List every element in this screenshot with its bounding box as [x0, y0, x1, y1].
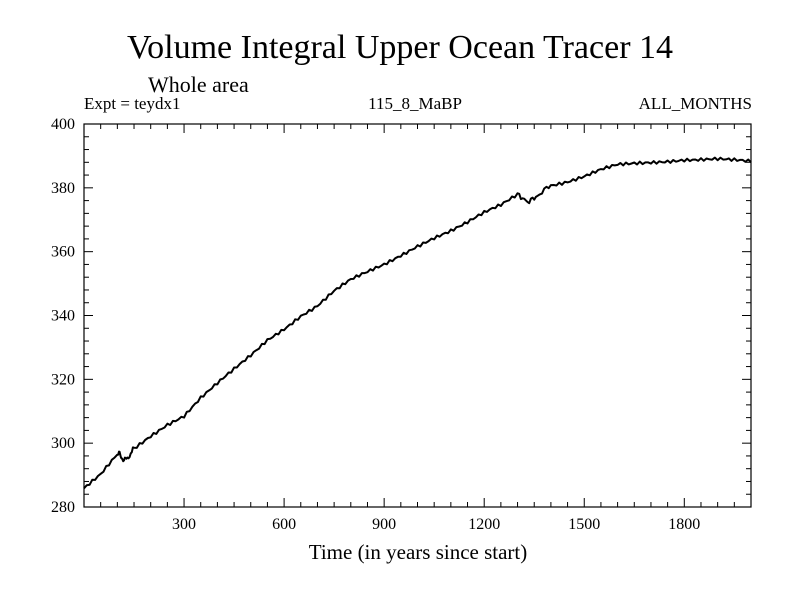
x-tick-label: 1800 [668, 516, 700, 533]
series-layer [83, 156, 752, 490]
chart-title: Volume Integral Upper Ocean Tracer 14 [126, 29, 674, 66]
y-tick-label: 360 [51, 244, 75, 261]
y-tick-label: 380 [51, 180, 75, 197]
x-axis-label: Time (in years since start) [308, 540, 528, 564]
chart-subtitle: Whole area [148, 72, 249, 97]
y-tick-label: 280 [51, 499, 75, 516]
x-tick-label: 1500 [568, 516, 600, 533]
x-tick-label: 600 [272, 516, 296, 533]
experiment-label: Expt = teydx1 [84, 94, 181, 113]
x-tick-label: 300 [172, 516, 196, 533]
x-tick-label: 900 [372, 516, 396, 533]
series-line [83, 156, 752, 490]
tick-labels-layer: 300 600 900 1200 1500 1800 280 300 320 340 360 380 4… [51, 116, 700, 533]
y-tick-label: 300 [51, 435, 75, 452]
y-tick-label: 320 [51, 371, 75, 388]
x-tick-label: 1200 [468, 516, 500, 533]
y-tick-label: 400 [51, 116, 75, 133]
ticks-layer [84, 124, 751, 507]
plot-frame [83, 123, 752, 508]
y-tick-label: 340 [51, 308, 75, 325]
run-label: 115_8_MaBP [368, 94, 462, 113]
months-label: ALL_MONTHS [638, 94, 752, 113]
